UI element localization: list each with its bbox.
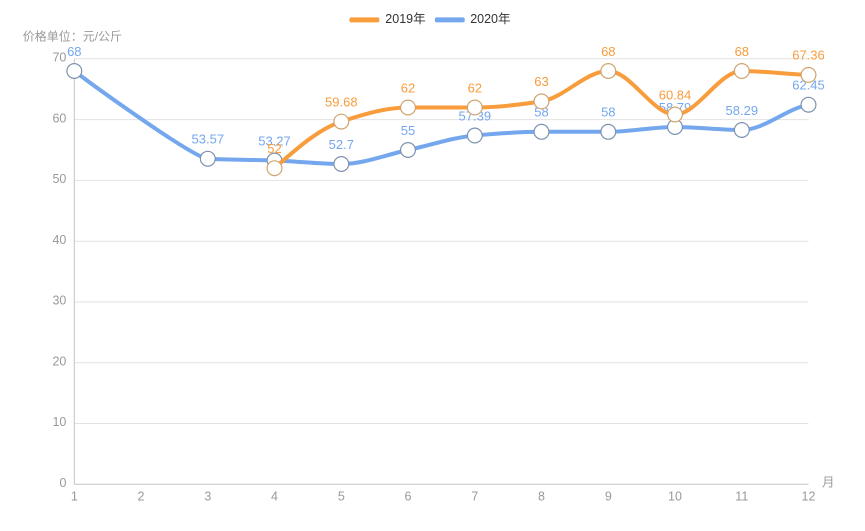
svg-text:0: 0 (59, 476, 66, 490)
svg-text:10: 10 (668, 490, 682, 504)
svg-text:60: 60 (52, 111, 66, 125)
svg-text:62: 62 (401, 80, 415, 95)
svg-text:2019年: 2019年 (385, 12, 425, 26)
svg-text:30: 30 (52, 294, 66, 308)
svg-text:67.36: 67.36 (792, 48, 825, 63)
svg-text:53.57: 53.57 (192, 132, 225, 147)
svg-text:68: 68 (735, 44, 749, 59)
svg-text:68: 68 (601, 44, 615, 59)
svg-text:68: 68 (67, 44, 81, 59)
svg-text:62: 62 (468, 80, 482, 95)
svg-text:2: 2 (138, 490, 145, 504)
svg-text:1: 1 (71, 490, 78, 504)
svg-text:57.39: 57.39 (459, 108, 492, 123)
svg-text:59.68: 59.68 (325, 94, 358, 109)
svg-text:20: 20 (52, 354, 66, 368)
svg-text:58.29: 58.29 (726, 103, 759, 118)
svg-text:52.7: 52.7 (329, 137, 354, 152)
svg-text:53.27: 53.27 (258, 133, 291, 148)
svg-text:6: 6 (405, 490, 412, 504)
svg-text:2020年: 2020年 (470, 12, 510, 26)
svg-text:3: 3 (204, 490, 211, 504)
svg-text:7: 7 (471, 490, 478, 504)
svg-text:月: 月 (822, 476, 835, 490)
svg-text:52: 52 (267, 141, 281, 156)
svg-text:60.84: 60.84 (659, 87, 692, 102)
svg-text:价格单位：元/公斤: 价格单位：元/公斤 (23, 28, 122, 43)
svg-text:11: 11 (735, 490, 748, 504)
svg-text:70: 70 (52, 51, 66, 65)
svg-text:10: 10 (52, 415, 66, 429)
svg-text:5: 5 (338, 490, 345, 504)
svg-text:4: 4 (271, 490, 278, 504)
svg-text:40: 40 (52, 233, 66, 247)
svg-text:55: 55 (401, 123, 415, 138)
svg-text:63: 63 (534, 74, 548, 89)
svg-text:50: 50 (52, 172, 66, 186)
svg-text:12: 12 (802, 490, 816, 504)
svg-text:9: 9 (605, 490, 612, 504)
svg-text:8: 8 (538, 490, 545, 504)
svg-text:58: 58 (601, 105, 615, 120)
svg-text:62.45: 62.45 (792, 78, 825, 93)
